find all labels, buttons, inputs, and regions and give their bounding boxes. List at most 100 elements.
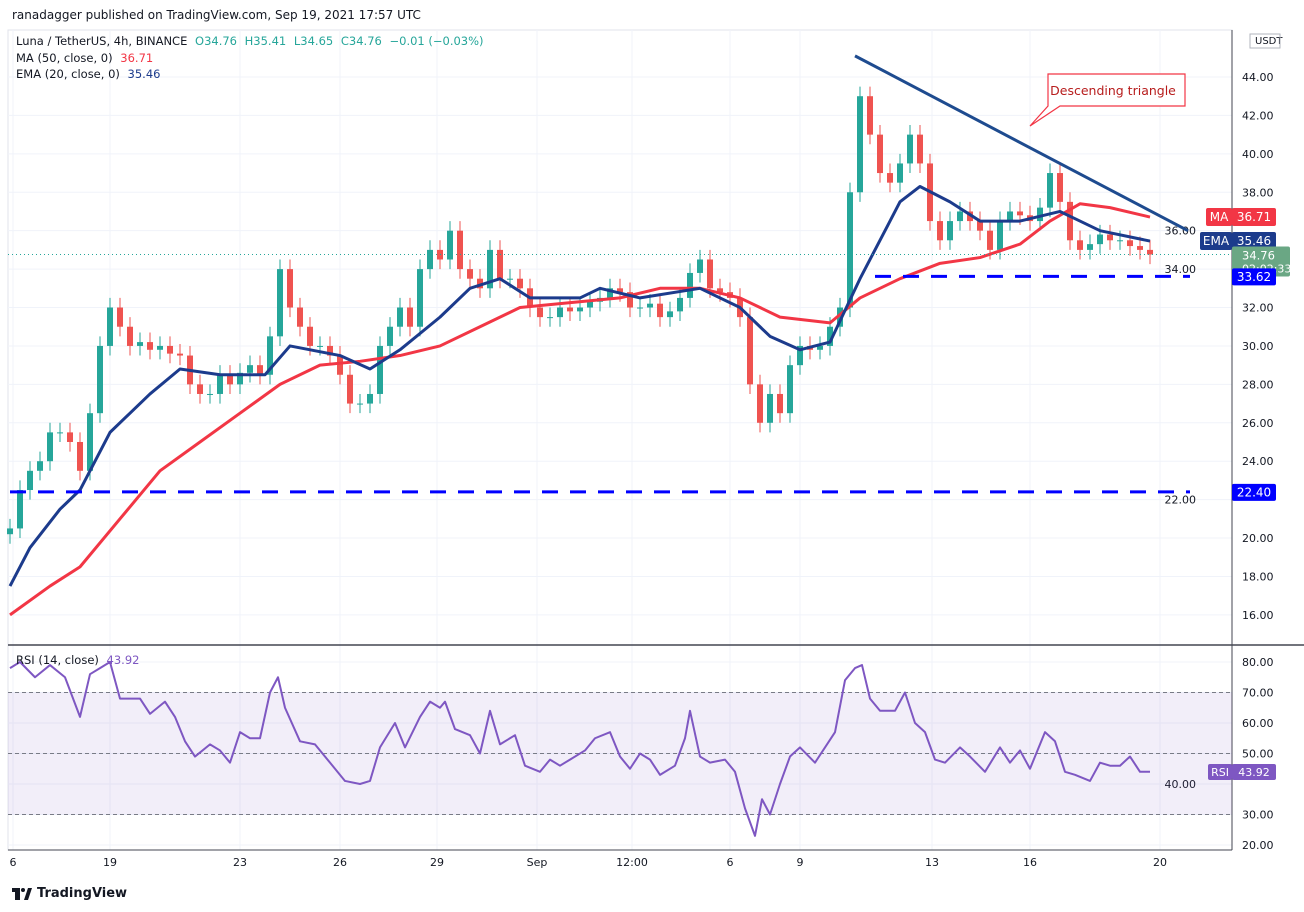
- rsi-tick-label: 20.00: [1242, 839, 1274, 852]
- candle-body: [117, 307, 123, 327]
- candle-body: [1147, 249, 1153, 255]
- candle-body: [267, 336, 273, 375]
- rsi-tick-label: 60.00: [1242, 717, 1274, 730]
- rsi-value-badge: [1232, 764, 1276, 781]
- candle-body: [617, 288, 623, 293]
- price-tick-label: 22.00: [1165, 494, 1197, 507]
- candle-body: [247, 365, 253, 373]
- candle-body: [337, 355, 343, 375]
- candle-body: [167, 345, 173, 354]
- candle-body: [427, 249, 433, 270]
- candle-body: [17, 490, 23, 529]
- candle-body: [417, 269, 423, 327]
- price-tick-label: 24.00: [1242, 455, 1274, 468]
- candle-body: [327, 345, 333, 356]
- candle-body: [827, 326, 833, 346]
- tradingview-logo-icon: [12, 887, 32, 900]
- candle-body: [997, 221, 1003, 250]
- candle-body: [1037, 207, 1043, 222]
- price-tick-label: 26.00: [1242, 417, 1274, 430]
- candle-body: [877, 134, 883, 174]
- ma-legend[interactable]: MA (50, close, 0) 36.71: [16, 51, 157, 65]
- ema-tag: [1200, 232, 1232, 251]
- candle-body: [907, 134, 913, 164]
- candle-body: [947, 221, 953, 241]
- support-low-badge-text: 22.40: [1237, 485, 1271, 499]
- last-price-text: 34.76: [1242, 249, 1275, 263]
- open-value: O34.76: [195, 34, 237, 48]
- candle-body: [197, 384, 203, 394]
- candle-body: [637, 307, 643, 309]
- candle-body: [897, 163, 903, 183]
- price-tick-label: 36.00: [1165, 225, 1197, 238]
- candle-body: [447, 230, 453, 260]
- candle-body: [137, 342, 143, 346]
- time-tick-label: 9: [797, 856, 804, 869]
- ema-legend[interactable]: EMA (20, close, 0) 35.46: [16, 67, 164, 81]
- candle-body: [567, 307, 573, 312]
- tradingview-logo[interactable]: TradingView: [12, 886, 127, 901]
- ema-price-badge: [1232, 232, 1276, 251]
- candle-body: [157, 345, 163, 350]
- symbol-info[interactable]: Luna / TetherUS, 4h, BINANCE: [16, 34, 188, 48]
- candle-body: [867, 96, 873, 135]
- candle-body: [107, 307, 113, 346]
- candle-body: [747, 317, 753, 385]
- candle-body: [277, 269, 283, 337]
- candle-body: [1117, 240, 1123, 242]
- rsi-legend[interactable]: RSI (14, close) 43.92: [16, 653, 143, 667]
- ma50-line: [9, 202, 1151, 617]
- high-value: H35.41: [244, 34, 287, 48]
- rsi-tick-label: 40.00: [1165, 778, 1197, 791]
- candle-body: [7, 528, 13, 535]
- time-tick-label: 16: [1023, 856, 1037, 869]
- price-tick-label: 32.00: [1242, 302, 1274, 315]
- ma-tag-text: MA: [1210, 210, 1229, 224]
- candle-body: [507, 278, 513, 280]
- candle-body: [37, 461, 43, 471]
- candle-body: [87, 413, 93, 471]
- candle-body: [387, 326, 393, 346]
- ema-label: EMA (20, close, 0): [16, 67, 120, 81]
- candle-body: [377, 345, 383, 394]
- candle-body: [767, 393, 773, 423]
- candle-body: [457, 230, 463, 270]
- candle-body: [317, 345, 323, 347]
- candle-body: [777, 393, 783, 414]
- candle-body: [467, 269, 473, 279]
- candle-body: [1127, 240, 1133, 247]
- time-tick-label: 12:00: [616, 856, 648, 869]
- candle-body: [287, 269, 293, 308]
- rsi-tick-label: 50.00: [1242, 748, 1274, 761]
- rsi-value: 43.92: [106, 653, 140, 667]
- candle-body: [1077, 240, 1083, 250]
- support-price-badge: [1232, 268, 1276, 286]
- candle-body: [487, 249, 493, 289]
- candle-body: [887, 173, 893, 183]
- rsi-tick-label: 70.00: [1242, 687, 1274, 700]
- candle-body: [957, 211, 963, 222]
- candle-body: [407, 307, 413, 327]
- candle-body: [817, 345, 823, 350]
- support-low-badge: [1232, 483, 1276, 501]
- price-tick-label: 28.00: [1242, 378, 1274, 391]
- candle-body: [847, 192, 853, 308]
- candle-body: [987, 230, 993, 250]
- candle-body: [667, 311, 673, 318]
- candle-body: [257, 365, 263, 375]
- candle-body: [1047, 173, 1053, 208]
- candle-body: [1087, 244, 1093, 250]
- candle-body: [797, 345, 803, 366]
- candle-body: [217, 374, 223, 394]
- candle-body: [1067, 201, 1073, 241]
- candle-body: [307, 326, 313, 346]
- time-tick-label: Sep: [527, 856, 548, 869]
- time-tick-label: 6: [727, 856, 734, 869]
- rsi-value-badge-text: 43.92: [1238, 766, 1270, 779]
- candle-body: [537, 307, 543, 318]
- candle-body: [717, 288, 723, 293]
- price-tick-label: 18.00: [1242, 570, 1274, 583]
- candle-body: [1097, 234, 1103, 245]
- price-tick-label: 38.00: [1242, 186, 1274, 199]
